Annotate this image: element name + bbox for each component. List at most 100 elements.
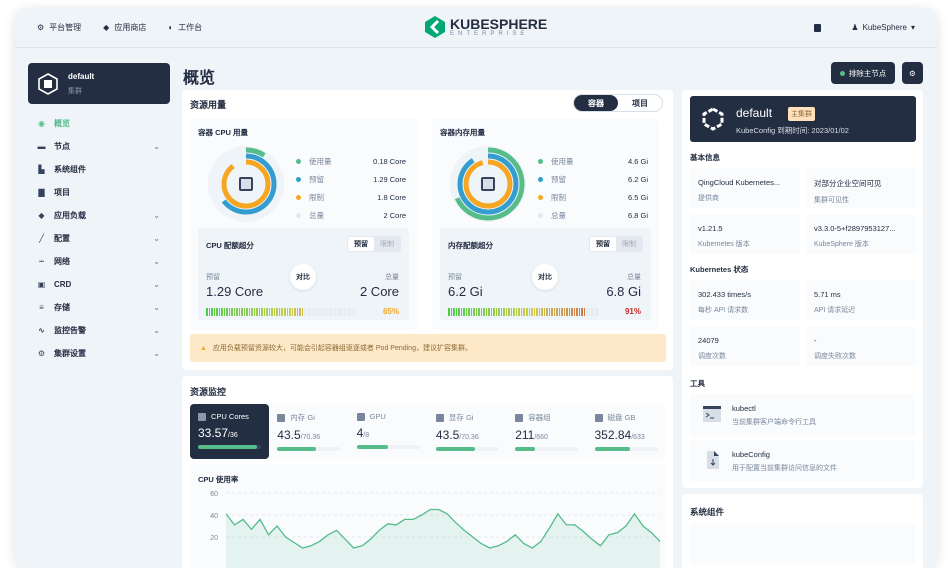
quota-bar-tick: [589, 308, 591, 316]
sidebar-item[interactable]: ∿监控告警⌄: [28, 319, 170, 342]
quota-bar-tick: [498, 308, 500, 316]
quota-bar-tick: [576, 308, 578, 316]
quota-bar-tick: [496, 308, 498, 316]
gear-icon: ⚙: [909, 69, 916, 78]
legend-dot-icon: [538, 177, 543, 182]
legend-value: 6.2 Gi: [628, 175, 648, 184]
legend-dot-icon: [538, 195, 543, 200]
remove-master-node-button[interactable]: 排除主节点: [831, 62, 895, 84]
notification-icon[interactable]: [814, 24, 821, 32]
sidebar-item[interactable]: ≡存储⌄: [28, 296, 170, 319]
disk-icon: [595, 414, 603, 422]
info-value: 对部分企业空间可见: [814, 178, 908, 189]
nav-workbench[interactable]: ◐工作台: [168, 22, 202, 33]
toggle-reserved[interactable]: 预留: [590, 237, 616, 251]
toggle-limit[interactable]: 限制: [616, 237, 642, 251]
legend-value: 0.18 Core: [373, 157, 406, 166]
quota-left-label: 预留: [448, 272, 462, 282]
quota-bar-tick: [453, 308, 455, 316]
sidebar-item[interactable]: ◉概览: [28, 112, 170, 135]
sidebar-item[interactable]: ▙ 系统组件: [28, 158, 170, 181]
sidebar-item[interactable]: ⚙集群设置⌄: [28, 342, 170, 365]
info-value: -: [814, 336, 908, 345]
progress-fill: [357, 445, 389, 449]
quota-bar-tick: [307, 308, 309, 316]
store-icon: ◆: [103, 23, 109, 32]
page-title: 概览: [183, 64, 215, 88]
quota-title: 内存配额超分: [448, 240, 493, 251]
quota-bar-tick: [549, 308, 551, 316]
sidebar-item[interactable]: ◆应用负载⌄: [28, 204, 170, 227]
cpu-icon: [198, 413, 206, 421]
info-card: 对部分企业空间可见集群可见性: [806, 168, 916, 208]
quota-right-value: 6.8 Gi: [606, 284, 641, 299]
warning-icon: ▲: [200, 345, 207, 352]
settings-button[interactable]: ⚙: [902, 62, 923, 84]
quota-bar-tick: [579, 308, 581, 316]
toggle-limit[interactable]: 限制: [374, 237, 400, 251]
quota-bar-tick: [539, 308, 541, 316]
quota-bar-tick: [312, 308, 314, 316]
quota-bar-tick: [249, 308, 251, 316]
nodes-icon: ▬: [37, 142, 46, 151]
cluster-info-panel: default 主集群 KubeConfig 到期时间: 2023/01/02 …: [682, 90, 923, 488]
project-icon: ▇: [37, 188, 46, 197]
caret-down-icon: ▾: [911, 23, 915, 32]
info-label: 调度次数: [698, 351, 792, 361]
monitor-progress: [198, 445, 261, 449]
sidebar-item[interactable]: ▇项目: [28, 181, 170, 204]
quota-bar-tick: [226, 308, 228, 316]
sidebar-item[interactable]: ▣CRD⌄: [28, 273, 170, 296]
user-menu[interactable]: ♟KubeSphere▾: [851, 23, 915, 32]
sidebar-item[interactable]: ╱配置⌄: [28, 227, 170, 250]
tab-container[interactable]: 容器: [574, 95, 618, 111]
quota-bar-tick: [231, 308, 233, 316]
status-dot-icon: [840, 71, 845, 76]
memory-icon: [481, 177, 495, 191]
quota-bar-tick: [251, 308, 253, 316]
chevron-down-icon: ⌄: [153, 142, 160, 151]
sidebar-item[interactable]: ┅网络⌄: [28, 250, 170, 273]
info-label: KubeSphere 版本: [814, 239, 908, 249]
legend-value: 6.5 Gi: [628, 193, 648, 202]
legend-label: 使用量: [309, 156, 373, 167]
info-card: QingCloud Kubernetes...提供商: [690, 168, 800, 208]
monitor-progress: [595, 447, 658, 451]
quota-bar-tick: [536, 308, 538, 316]
tab-project[interactable]: 项目: [618, 95, 662, 111]
quota-bar-tick: [322, 308, 324, 316]
sidebar-item-label: 系统组件: [54, 164, 86, 175]
quota-bar-tick: [284, 308, 286, 316]
info-value: v1.21.5: [698, 224, 792, 233]
legend-dot-icon: [296, 177, 301, 182]
legend-label: 预留: [309, 174, 373, 185]
toggle-reserved[interactable]: 预留: [348, 237, 374, 251]
quota-bar-tick: [239, 308, 241, 316]
legend-label: 限制: [551, 192, 628, 203]
components-icon: ▙: [37, 165, 46, 174]
nav-platform[interactable]: ⚙平台管理: [37, 22, 81, 33]
sidebar-item[interactable]: ▬节点⌄: [28, 135, 170, 158]
quota-bar-tick: [332, 308, 334, 316]
quota-bar-tick: [254, 308, 256, 316]
nav-app-store[interactable]: ◆应用商店: [103, 22, 146, 33]
pods-icon: [515, 414, 523, 422]
quota-bar-tick: [324, 308, 326, 316]
section-title: 系统组件: [690, 506, 724, 518]
